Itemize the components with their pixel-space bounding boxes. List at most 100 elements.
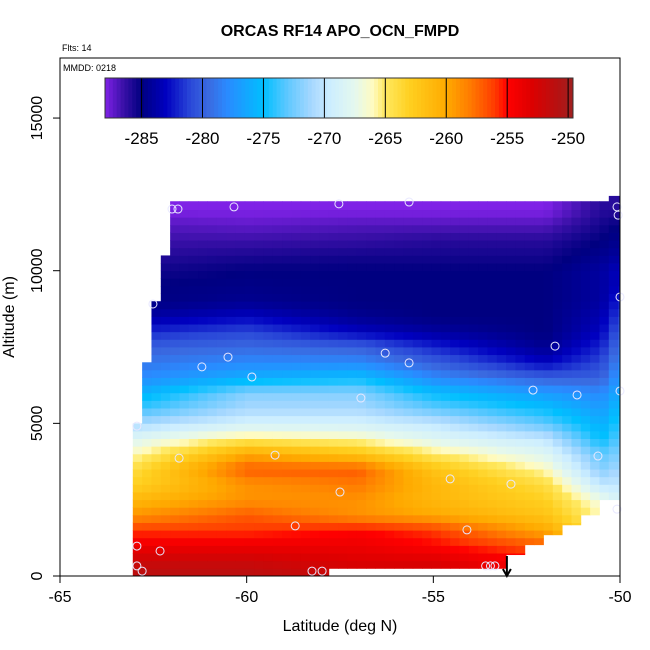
heat-cell — [300, 224, 311, 233]
heat-cell — [599, 316, 610, 325]
heat-cell — [226, 301, 236, 310]
heat-cell — [412, 446, 423, 455]
heat-cell — [534, 423, 544, 432]
heat-cell — [244, 347, 255, 356]
heat-cell — [291, 553, 302, 562]
heat-cell — [422, 553, 432, 562]
heat-cell — [338, 476, 348, 485]
heat-cell — [263, 247, 274, 256]
heat-cell — [151, 316, 162, 325]
heat-cell — [328, 499, 339, 508]
heat-cell — [188, 415, 199, 424]
heat-cell — [478, 545, 488, 554]
heat-cell — [478, 553, 488, 562]
heat-cell — [226, 553, 236, 562]
heat-cell — [226, 492, 236, 501]
heat-cell — [515, 553, 526, 556]
heat-cell — [459, 514, 470, 523]
heat-cell — [590, 308, 600, 317]
heat-cell — [226, 568, 236, 577]
heat-cell — [487, 461, 498, 470]
heat-cell — [170, 507, 180, 516]
heat-cell — [207, 278, 218, 287]
heat-cell — [384, 430, 395, 440]
sample-point — [528, 385, 538, 395]
heat-cell — [366, 560, 376, 569]
heat-cell — [366, 347, 376, 356]
heat-cell — [422, 278, 432, 287]
heat-cell — [403, 362, 414, 371]
heat-cell — [618, 469, 621, 478]
heat-cell — [347, 438, 358, 447]
heat-cell — [226, 415, 236, 424]
heat-cell — [263, 530, 274, 539]
heat-cell — [571, 217, 582, 226]
heat-cell — [450, 469, 460, 478]
heat-cell — [244, 514, 255, 523]
heat-cell — [431, 492, 442, 501]
heat-cell — [524, 492, 535, 501]
heat-cell — [412, 217, 423, 226]
sample-point — [356, 393, 366, 403]
heat-cell — [300, 392, 311, 401]
heat-cell — [534, 278, 544, 287]
heat-cell — [179, 232, 190, 241]
heat-cell — [403, 461, 414, 470]
colorbar-swatch — [229, 78, 235, 118]
heat-cell — [160, 316, 171, 325]
heat-cell — [496, 202, 507, 211]
heat-cell — [496, 217, 507, 226]
heat-cell — [534, 270, 544, 279]
heat-cell — [160, 255, 171, 264]
heat-cell — [282, 476, 292, 485]
heat-cell — [534, 469, 544, 478]
heat-cell — [235, 255, 246, 264]
heat-cell — [338, 522, 348, 531]
heat-cell — [571, 423, 582, 432]
heat-cell — [160, 270, 171, 279]
heat-cell — [375, 522, 386, 531]
heat-cell — [319, 217, 330, 226]
heat-cell — [170, 324, 180, 333]
heat-cell — [328, 400, 339, 409]
heat-cell — [272, 270, 283, 279]
heat-cell — [506, 263, 516, 272]
heat-cell — [347, 217, 358, 226]
heat-cell — [272, 385, 283, 394]
heat-cell — [468, 530, 479, 539]
heat-cell — [590, 469, 600, 478]
heat-cell — [319, 545, 330, 554]
heat-cell — [487, 484, 498, 493]
heat-cell — [170, 201, 180, 203]
heat-cell — [235, 201, 246, 203]
heat-cell — [282, 430, 292, 440]
heat-cell — [319, 385, 330, 394]
heat-cell — [310, 209, 320, 218]
heat-cell — [207, 400, 218, 409]
heat-cell — [496, 514, 507, 523]
heat-cell — [562, 476, 572, 485]
heat-cell — [552, 240, 563, 249]
heat-cell — [459, 224, 470, 233]
heat-cell — [375, 255, 386, 264]
heat-cell — [235, 568, 246, 577]
heat-cell — [394, 400, 404, 409]
sample-point — [485, 561, 495, 571]
heat-cell — [254, 392, 264, 401]
heat-cell — [235, 331, 246, 340]
heat-cell — [300, 202, 311, 211]
heat-cell — [515, 209, 526, 218]
heat-cell — [543, 408, 554, 417]
heat-cell — [450, 255, 460, 264]
heat-cell — [496, 209, 507, 218]
heat-cell — [235, 530, 246, 539]
heat-cell — [459, 362, 470, 371]
heat-cell — [235, 446, 246, 455]
heat-cell — [599, 201, 610, 203]
heat-cell — [291, 209, 302, 218]
heat-cell — [590, 362, 600, 371]
heat-cell — [394, 522, 404, 531]
heat-cell — [394, 247, 404, 256]
heat-cell — [207, 285, 218, 294]
heat-cell — [319, 240, 330, 249]
